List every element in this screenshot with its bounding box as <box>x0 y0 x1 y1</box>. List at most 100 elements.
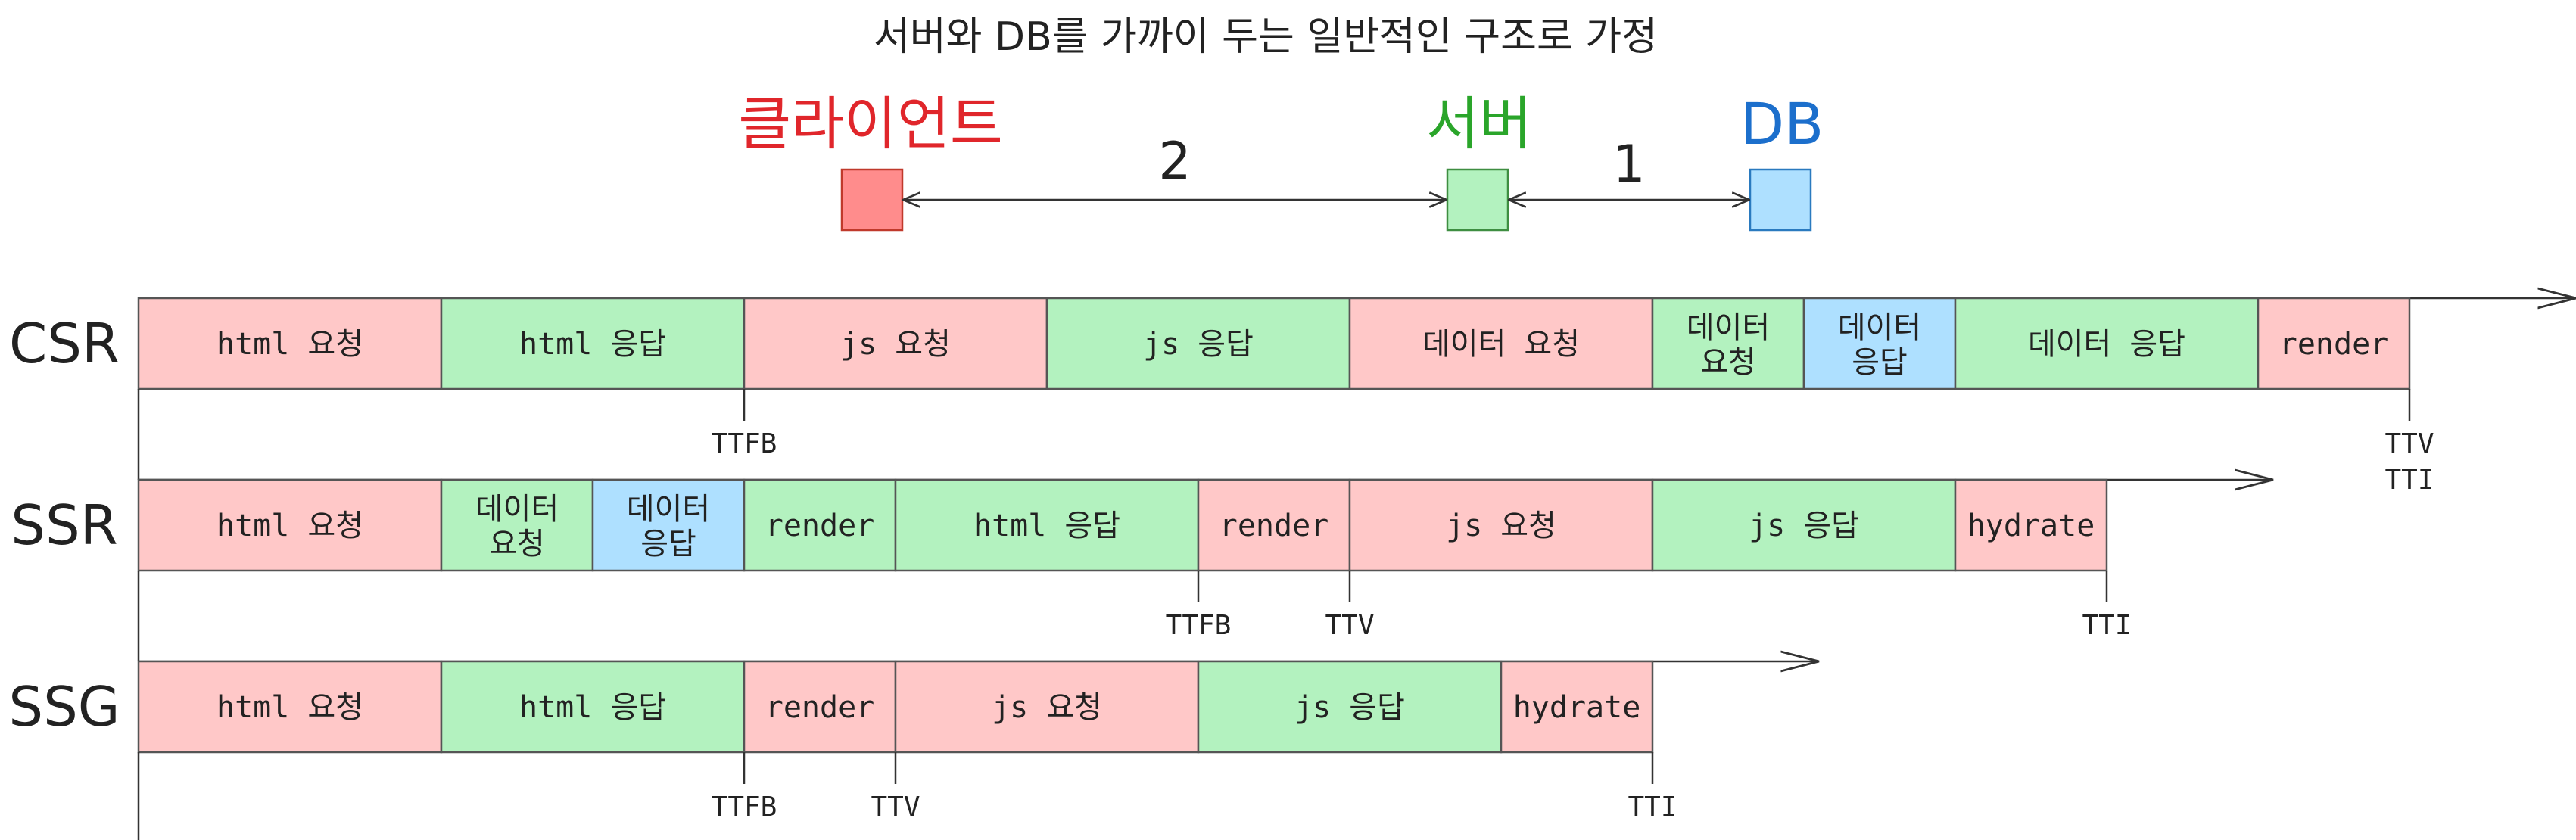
milestone-label: TTFB <box>712 792 777 823</box>
segment-label: js 요청 <box>840 327 951 362</box>
segment-label: js 응답 <box>1143 327 1254 362</box>
milestone-marker: TTI <box>2082 571 2132 641</box>
server-db-hop-count: 1 <box>1612 135 1645 194</box>
client-node-box <box>840 168 904 232</box>
client-server-hop-count: 2 <box>1158 132 1191 191</box>
milestone-label: TTFB <box>712 428 777 459</box>
segment-box-server <box>1045 297 1351 390</box>
segment-label: js 응답 <box>1294 690 1405 725</box>
segment-box-client <box>743 660 897 754</box>
milestone-label: TTV <box>2384 428 2434 459</box>
segment-box-server <box>440 660 746 754</box>
segment-box-client <box>1348 297 1654 390</box>
milestone-label: TTI <box>1628 792 1677 823</box>
timeline-segment: js 응답 <box>1197 660 1503 754</box>
server-node-label: 서버 <box>1426 90 1532 157</box>
segment-box-server <box>894 478 1200 572</box>
segment-label: js 요청 <box>992 690 1102 725</box>
timeline-rows: CSR html 요청 html 응답 js 요청 js 응답 데이터 요청 데이터요청데이… <box>8 298 2576 840</box>
row-ssg: SSG html 요청 html 응답 render js 요청 js 응답 hydrate… <box>8 661 1819 840</box>
row-csr: CSR html 요청 html 응답 js 요청 js 응답 데이터 요청 데이터요청데이… <box>9 298 2576 496</box>
milestone-marker: TTV <box>871 752 920 823</box>
segment-label: 데이터 응답 <box>2028 327 2185 362</box>
row-label-csr: CSR <box>9 312 120 375</box>
milestone-label: TTI <box>2384 465 2434 496</box>
segment-box-client <box>1197 478 1351 572</box>
timeline-segment: js 응답 <box>1045 297 1351 390</box>
segment-label: html 요청 <box>216 690 363 725</box>
segment-label: js 요청 <box>1446 509 1556 543</box>
segment-label: render <box>1219 509 1329 543</box>
timeline-segment: html 응답 <box>894 478 1200 572</box>
segment-label: hydrate <box>1513 690 1641 725</box>
segment-label: render <box>765 690 875 725</box>
diagram-title: 서버와 DB를 가까이 두는 일반적인 구조로 가정 <box>874 14 1658 60</box>
segment-label: 데이터 <box>475 492 559 527</box>
timeline-segment: render <box>2257 297 2411 390</box>
timeline-segment: render <box>1197 478 1351 572</box>
segment-label: html 요청 <box>216 509 363 543</box>
segment-box-client <box>2257 297 2411 390</box>
timeline-segment: html 요청 <box>137 478 443 572</box>
row-label-ssr: SSR <box>11 493 117 557</box>
segment-label: 데이터 <box>627 492 710 527</box>
segment-label: 데이터 <box>1687 310 1770 345</box>
segment-box-server <box>440 478 594 572</box>
segment-label: 데이터 요청 <box>1422 327 1580 362</box>
client-node-label: 클라이언트 <box>738 90 1003 157</box>
segment-box-db <box>591 478 746 572</box>
milestone-label: TTV <box>1325 610 1374 641</box>
timeline-segment: render <box>743 660 897 754</box>
segment-label: 응답 <box>1852 345 1908 380</box>
segment-label: render <box>765 509 875 543</box>
segment-box-server <box>1197 660 1503 754</box>
segment-box-server <box>440 297 746 390</box>
milestone-label: TTV <box>871 792 920 823</box>
timeline-segment: html 응답 <box>440 660 746 754</box>
timeline-segment: hydrate <box>1954 478 2108 572</box>
segment-box-server <box>1651 297 1805 390</box>
segment-box-client <box>1954 478 2108 572</box>
timeline-segment: js 요청 <box>743 297 1048 390</box>
segment-box-client <box>1348 478 1654 572</box>
timeline-segment: hydrate <box>1500 660 1654 754</box>
timeline-segment: render <box>743 478 897 572</box>
timeline-segment: 데이터 요청 <box>1348 297 1654 390</box>
segment-box-server <box>743 478 897 572</box>
timeline-segment: js 요청 <box>1348 478 1654 572</box>
segment-label: js 응답 <box>1749 509 1859 543</box>
milestone-marker: TTI <box>1628 752 1677 823</box>
segment-label: html 응답 <box>519 690 666 725</box>
timeline-segment: 데이터 응답 <box>1954 297 2260 390</box>
segment-box-client <box>1500 660 1654 754</box>
segment-label: hydrate <box>1967 509 2095 543</box>
segment-label: 응답 <box>640 527 696 562</box>
segment-label: 요청 <box>1700 345 1756 380</box>
segment-box-client <box>743 297 1048 390</box>
segment-label: html 응답 <box>973 509 1120 543</box>
segment-box-server <box>1651 478 1957 572</box>
timeline-segment: html 요청 <box>137 660 443 754</box>
milestone-marker: TTV TTI <box>2384 389 2434 496</box>
segment-label: render <box>2279 327 2389 362</box>
timeline-segment: js 요청 <box>894 660 1200 754</box>
milestone-marker: TTFB <box>1166 571 1231 641</box>
milestone-marker: TTFB <box>712 752 777 823</box>
segment-label: html 응답 <box>519 327 666 362</box>
db-node-label: DB <box>1740 90 1824 157</box>
milestone-label: TTI <box>2082 610 2131 641</box>
timeline-segment: html 응답 <box>440 297 746 390</box>
segment-box-server <box>1954 297 2260 390</box>
segment-label: html 요청 <box>216 327 363 362</box>
server-node-box <box>1446 168 1509 232</box>
milestone-marker: TTV <box>1325 571 1375 641</box>
timeline-segment: html 요청 <box>137 297 443 390</box>
db-node-box <box>1749 168 1812 232</box>
segment-label: 데이터 <box>1838 310 1921 345</box>
segment-box-client <box>894 660 1200 754</box>
